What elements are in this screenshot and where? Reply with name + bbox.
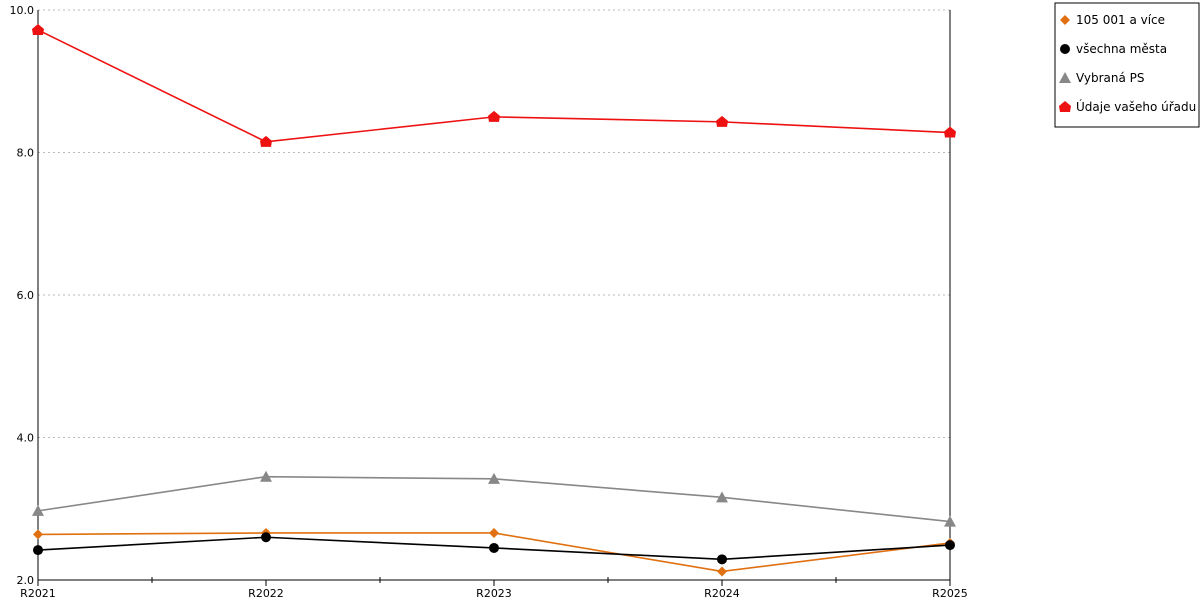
x-axis-ticks: R2021 R2022 R2023 R2024 R2025 [20, 577, 968, 600]
data-point [944, 126, 956, 138]
series-3 [32, 23, 956, 147]
x-tick-label: R2025 [932, 587, 968, 600]
y-tick-label: 6.0 [17, 289, 35, 302]
data-point [716, 115, 728, 127]
y-tick-label: 4.0 [17, 432, 35, 445]
y-axis-ticks: 2.0 4.0 6.0 8.0 10.0 [10, 4, 35, 587]
legend: 105 001 a více všechna města Vybraná PS Úda… [1054, 2, 1200, 128]
x-tick-label: R2021 [20, 587, 56, 600]
legend-label: 105 001 a více [1076, 13, 1165, 27]
series-group [32, 23, 956, 577]
legend-label: Vybraná PS [1076, 71, 1145, 85]
series-line [37, 29, 951, 143]
x-tick-label: R2024 [704, 587, 740, 600]
data-point [260, 135, 272, 147]
data-point [717, 554, 727, 565]
data-point [33, 545, 43, 556]
data-point [488, 110, 500, 122]
y-tick-label: 8.0 [17, 147, 35, 160]
series-2 [32, 470, 956, 527]
y-tick-label: 10.0 [10, 4, 35, 17]
data-point [716, 491, 728, 503]
data-point [32, 23, 44, 35]
data-point [944, 515, 956, 527]
legend-item: Údaje vašeho úřadu [1059, 99, 1196, 114]
legend-marker-icon [1059, 101, 1071, 112]
legend-label: všechna města [1076, 42, 1167, 56]
legend-label: Údaje vašeho úřadu [1076, 99, 1196, 114]
legend-box [1054, 2, 1200, 128]
legend-item: všechna města [1060, 42, 1167, 56]
data-point [32, 504, 44, 516]
data-point [261, 532, 271, 543]
data-point [717, 566, 727, 577]
data-point [260, 470, 272, 482]
legend-item: Vybraná PS [1059, 71, 1145, 85]
data-point [488, 472, 500, 484]
data-point [33, 529, 43, 540]
legend-marker-icon [1060, 44, 1070, 54]
legend-marker-icon [1060, 15, 1070, 25]
data-point [489, 527, 499, 538]
data-point [945, 540, 955, 551]
legend-item: 105 001 a více [1060, 13, 1165, 27]
grid-lines [38, 9, 950, 438]
x-tick-label: R2023 [476, 587, 512, 600]
series-1 [33, 532, 955, 565]
legend-marker-icon [1059, 72, 1071, 83]
data-point [489, 542, 499, 553]
y-tick-label: 2.0 [17, 574, 35, 587]
x-tick-label: R2022 [248, 587, 284, 600]
